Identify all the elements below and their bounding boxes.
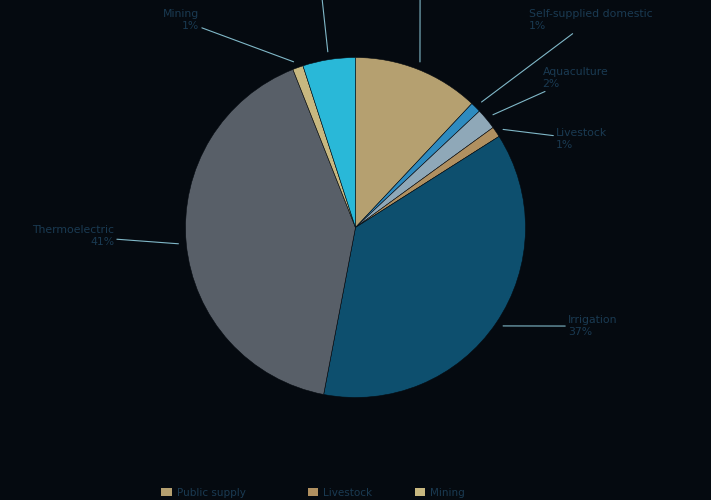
Text: Self-supplied industrial
5%: Self-supplied industrial 5% (256, 0, 380, 52)
Text: Self-supplied domestic
1%: Self-supplied domestic 1% (481, 10, 653, 102)
Wedge shape (303, 58, 356, 228)
Text: Thermoelectric
41%: Thermoelectric 41% (32, 225, 178, 247)
Text: Irrigation
37%: Irrigation 37% (503, 316, 617, 337)
Text: Public supply
12%: Public supply 12% (384, 0, 456, 62)
Text: Aquaculture
2%: Aquaculture 2% (493, 67, 608, 115)
Wedge shape (293, 66, 356, 228)
Wedge shape (356, 111, 493, 228)
Legend: Public supply, Self-supplied domestic, Aquaculture, Livestock, Irrigation, Therm: Public supply, Self-supplied domestic, A… (161, 488, 550, 500)
Wedge shape (356, 58, 472, 228)
Wedge shape (186, 70, 356, 394)
Wedge shape (356, 128, 499, 228)
Text: Livestock
1%: Livestock 1% (503, 128, 607, 150)
Wedge shape (324, 136, 525, 398)
Text: Mining
1%: Mining 1% (163, 10, 294, 62)
Wedge shape (356, 104, 479, 228)
